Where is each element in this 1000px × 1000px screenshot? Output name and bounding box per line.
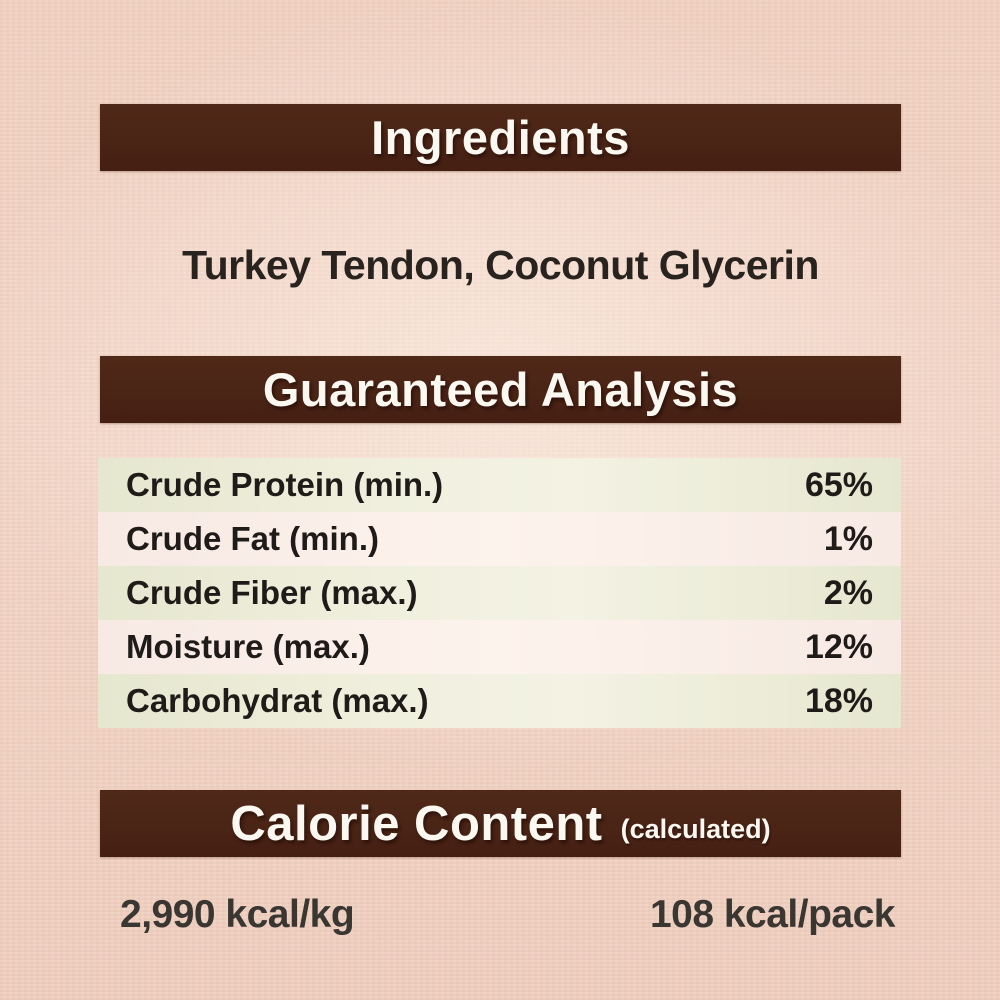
row-value: 65% [804, 465, 873, 504]
table-row: Moisture (max.) 12% [98, 620, 901, 674]
row-label: Crude Fiber (max.) [126, 574, 418, 611]
row-label: Moisture (max.) [126, 628, 370, 665]
row-value: 1% [823, 519, 873, 558]
calorie-content-title: Calorie Content [230, 796, 603, 851]
guaranteed-analysis-table: Crude Protein (min.) 65% Crude Fat (min.… [98, 458, 901, 728]
row-value: 12% [804, 627, 873, 666]
row-value: 18% [804, 681, 873, 720]
calorie-per-pack: 108 kcal/pack [649, 893, 896, 936]
calorie-content-banner: Calorie Content (calculated) [100, 790, 901, 857]
ingredients-title: Ingredients [371, 111, 630, 164]
row-value: 2% [823, 573, 873, 612]
guaranteed-analysis-title: Guaranteed Analysis [262, 363, 739, 416]
calorie-content-subtitle: (calculated) [620, 814, 771, 844]
table-row: Crude Protein (min.) 65% [98, 458, 901, 512]
guaranteed-analysis-banner: Guaranteed Analysis [100, 356, 901, 423]
ingredients-banner: Ingredients [100, 104, 901, 171]
table-row: Carbohydrat (max.) 18% [98, 674, 901, 728]
calorie-values: 2,990 kcal/kg 108 kcal/pack [100, 893, 901, 937]
ingredients-list: Turkey Tendon, Coconut Glycerin [182, 242, 819, 288]
row-label: Crude Fat (min.) [126, 520, 379, 557]
table-row: Crude Fiber (max.) 2% [98, 566, 901, 620]
row-label: Crude Protein (min.) [126, 466, 444, 503]
calorie-per-kg: 2,990 kcal/kg [120, 893, 355, 936]
table-row: Crude Fat (min.) 1% [98, 512, 901, 566]
row-label: Carbohydrat (max.) [126, 682, 429, 719]
